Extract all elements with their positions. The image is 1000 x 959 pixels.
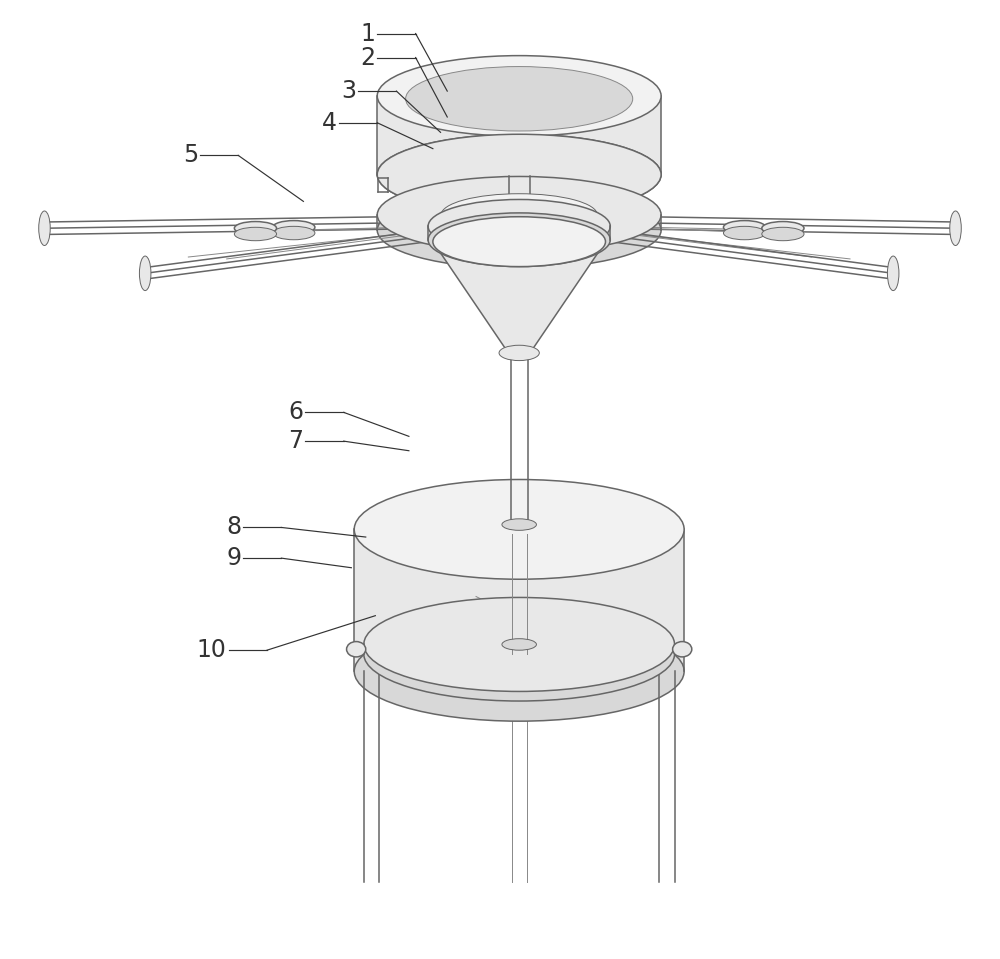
Ellipse shape bbox=[502, 519, 536, 530]
Ellipse shape bbox=[433, 217, 605, 267]
Ellipse shape bbox=[354, 621, 684, 721]
Polygon shape bbox=[354, 529, 684, 671]
Text: 4: 4 bbox=[322, 110, 337, 135]
Text: 9: 9 bbox=[226, 546, 241, 571]
Ellipse shape bbox=[364, 607, 675, 701]
Text: 1: 1 bbox=[360, 21, 375, 46]
Text: 5: 5 bbox=[183, 143, 198, 168]
Ellipse shape bbox=[273, 226, 315, 240]
Ellipse shape bbox=[508, 347, 531, 357]
Text: 2: 2 bbox=[360, 45, 375, 70]
Text: 10: 10 bbox=[197, 638, 227, 663]
Ellipse shape bbox=[347, 642, 366, 657]
Ellipse shape bbox=[723, 226, 766, 240]
Ellipse shape bbox=[428, 199, 610, 253]
Ellipse shape bbox=[354, 480, 684, 579]
Ellipse shape bbox=[673, 642, 692, 657]
Text: 7: 7 bbox=[288, 429, 303, 454]
Ellipse shape bbox=[234, 227, 277, 241]
Ellipse shape bbox=[499, 345, 539, 361]
Text: 3: 3 bbox=[341, 79, 356, 104]
Ellipse shape bbox=[723, 221, 766, 234]
Text: 8: 8 bbox=[226, 515, 241, 540]
Ellipse shape bbox=[377, 176, 661, 253]
Ellipse shape bbox=[762, 222, 804, 235]
Ellipse shape bbox=[377, 192, 661, 269]
Ellipse shape bbox=[406, 66, 633, 131]
Ellipse shape bbox=[377, 56, 661, 136]
Ellipse shape bbox=[377, 134, 661, 215]
Ellipse shape bbox=[273, 221, 315, 234]
Text: 6: 6 bbox=[288, 400, 303, 425]
Ellipse shape bbox=[39, 211, 50, 246]
Polygon shape bbox=[433, 242, 605, 352]
Ellipse shape bbox=[950, 211, 961, 246]
Ellipse shape bbox=[377, 134, 661, 215]
Ellipse shape bbox=[364, 597, 675, 691]
Polygon shape bbox=[377, 96, 661, 175]
Ellipse shape bbox=[762, 227, 804, 241]
Ellipse shape bbox=[428, 213, 610, 267]
Ellipse shape bbox=[502, 639, 536, 650]
Ellipse shape bbox=[887, 256, 899, 291]
Ellipse shape bbox=[234, 222, 277, 235]
Ellipse shape bbox=[441, 194, 597, 236]
Ellipse shape bbox=[139, 256, 151, 291]
